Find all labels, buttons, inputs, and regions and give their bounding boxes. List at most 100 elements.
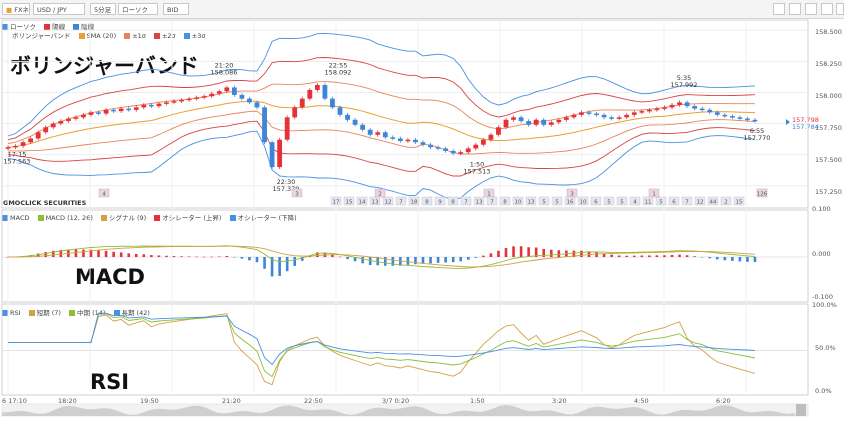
- marker-count: 12: [385, 200, 392, 206]
- macd-histogram-bar: [376, 257, 380, 266]
- marker-top-box: [291, 188, 303, 198]
- timeframe-select[interactable]: 5分足: [90, 3, 116, 15]
- price-type-select[interactable]: BID: [163, 3, 189, 15]
- candle-body: [488, 134, 494, 140]
- window-icon[interactable]: [789, 3, 801, 15]
- current-price-down: 157.784: [792, 123, 819, 131]
- overlay-rsi-label: RSI: [90, 370, 130, 394]
- candle-body: [594, 113, 599, 116]
- marker-count: 16: [567, 200, 574, 206]
- macd-legend-osc-up: オシレーター (上昇): [162, 214, 222, 222]
- candle-body: [503, 119, 509, 128]
- osc-up-swatch: [154, 215, 161, 221]
- marker-count: 7: [464, 200, 468, 206]
- marker-count: 8: [503, 200, 507, 206]
- candle-body: [118, 108, 124, 112]
- price-legend-1: ローソク 陽線 陰線: [2, 21, 94, 31]
- band-3sigma-lower-line: [7, 130, 756, 201]
- marker-box: [408, 196, 420, 206]
- candle-body: [337, 107, 343, 115]
- settings-icon[interactable]: [821, 3, 833, 15]
- rsi-short-line: [8, 313, 756, 386]
- candle-body: [714, 112, 720, 115]
- product-selector-button[interactable]: ■ FXネオ: [2, 3, 30, 15]
- legend-s2: ±2σ: [161, 32, 176, 40]
- macd-histogram-bar: [459, 257, 463, 262]
- candle-body: [201, 96, 207, 98]
- xtick-7: 3:20: [552, 397, 567, 405]
- legend-bb: ボリンジャーバンド: [12, 32, 71, 40]
- annotation-price: 158.092: [325, 69, 352, 77]
- legend-collapse-icon[interactable]: [2, 24, 8, 30]
- rsi-long-line: [8, 312, 756, 366]
- macd-histogram-bar: [89, 249, 93, 257]
- rsi-short-swatch: [28, 310, 35, 316]
- marker-box: [538, 196, 550, 206]
- osc-down-swatch: [229, 215, 236, 221]
- macd-histogram-bar: [300, 257, 304, 261]
- camera-icon[interactable]: [805, 3, 817, 15]
- candle-body: [413, 139, 418, 143]
- legend-sma: SMA (20): [86, 32, 117, 40]
- marker-count: 44: [710, 200, 717, 206]
- candle-body: [231, 87, 237, 95]
- marker-count: 6: [672, 200, 676, 206]
- candle-body: [745, 118, 750, 121]
- signal-line: [8, 245, 756, 268]
- macd-histogram-bar: [549, 249, 553, 257]
- candle-body: [624, 114, 630, 118]
- macd-histogram-bar: [595, 252, 598, 257]
- xtick-1: 18:20: [58, 397, 77, 405]
- marker-count: 13: [372, 200, 379, 206]
- candle-body: [247, 98, 252, 103]
- macd-collapse-icon[interactable]: [2, 215, 8, 221]
- candle-body: [563, 117, 569, 120]
- candle-body: [465, 148, 471, 153]
- macd-legend-macd: MACD (12, 26): [45, 214, 93, 222]
- rsi-ytick-0: 100.0%: [812, 301, 837, 309]
- macd-histogram-bar: [270, 257, 274, 277]
- macd-legend: MACD MACD (12, 26) シグナル (9) オシレーター (上昇) …: [2, 212, 297, 222]
- marker-count: 13: [476, 200, 483, 206]
- candle-body: [13, 145, 18, 148]
- pencil-icon[interactable]: [773, 3, 785, 15]
- xtick-8: 4:50: [634, 397, 649, 405]
- macd-histogram-bar: [308, 256, 312, 257]
- rsi-ytick-2: 0.0%: [815, 387, 832, 395]
- macd-histogram-bar: [625, 255, 629, 257]
- annotation-time: 22:55: [329, 62, 348, 70]
- annotation-time: 21:20: [215, 62, 234, 70]
- candle-body: [103, 109, 109, 114]
- candle-body: [156, 103, 162, 107]
- chart-type-select[interactable]: ローソク: [118, 3, 158, 15]
- marker-top-count: 1: [652, 192, 656, 198]
- candle-body: [141, 104, 147, 108]
- macd-histogram-bar: [451, 257, 455, 263]
- marker-top-count: 1: [487, 192, 491, 198]
- candle-body: [277, 139, 283, 168]
- legend-s3: ±3σ: [191, 32, 206, 40]
- macd-histogram-bar: [723, 257, 727, 261]
- navigator-handle: [796, 404, 806, 416]
- band-2sigma-upper-line: [7, 57, 756, 141]
- currency-pair-label: USD / JPY: [37, 6, 67, 14]
- marker-count: 13: [528, 200, 535, 206]
- rsi-collapse-icon[interactable]: [2, 310, 8, 316]
- currency-pair-select[interactable]: USD / JPY: [33, 3, 85, 15]
- candle-body: [631, 112, 637, 115]
- current-price-up: 157.798: [792, 116, 819, 124]
- legend-s3-swatch: [183, 33, 190, 39]
- macd-line: [7, 245, 756, 269]
- candle-body: [480, 139, 486, 145]
- macd-histogram-bar: [59, 250, 63, 257]
- candle-body: [473, 144, 479, 149]
- candle-body: [360, 124, 366, 130]
- candle-body: [677, 102, 682, 105]
- macd-histogram-bar: [436, 257, 440, 263]
- marker-box: [577, 196, 589, 206]
- rsi-legend-title: RSI: [10, 309, 21, 317]
- candle-body: [126, 108, 132, 111]
- macd-histogram-bar: [338, 256, 342, 258]
